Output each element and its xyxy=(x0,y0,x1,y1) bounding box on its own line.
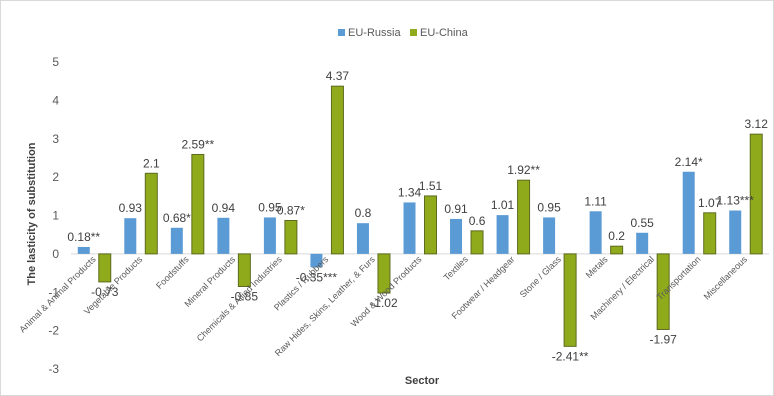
category-label: Miscellaneous xyxy=(702,254,750,302)
y-tick-label: 3 xyxy=(52,132,59,146)
data-label: 0.91 xyxy=(444,202,468,216)
bar-eu-russia xyxy=(217,217,230,254)
data-label: 1.34 xyxy=(398,185,422,199)
legend-entry: EU-Russia xyxy=(348,27,401,39)
bar-eu-china xyxy=(284,219,298,255)
data-label: 0.95 xyxy=(537,200,561,214)
bar-eu-russia xyxy=(263,217,276,254)
y-tick-label: -1 xyxy=(48,285,59,299)
data-label: 0.95 xyxy=(258,200,282,214)
x-axis-title: Sector xyxy=(405,375,440,387)
bar-eu-china xyxy=(237,253,251,287)
bar-eu-russia xyxy=(496,215,509,254)
data-label: 1.11 xyxy=(584,194,607,208)
data-label: -1.02 xyxy=(370,296,398,310)
data-label: 2.59** xyxy=(181,137,214,151)
bar-eu-china xyxy=(470,230,484,255)
bar-eu-russia xyxy=(77,246,90,254)
category-label: Textiles xyxy=(442,254,471,283)
data-label: 1.92** xyxy=(507,163,540,177)
bars xyxy=(77,85,763,347)
bar-eu-china xyxy=(424,195,437,255)
data-label: -0.73 xyxy=(91,285,119,299)
bar-eu-china xyxy=(563,253,577,347)
data-label: 1.07 xyxy=(698,196,722,210)
bar-eu-china xyxy=(330,85,344,255)
y-tick-label: -3 xyxy=(48,362,59,376)
bar-eu-russia xyxy=(682,171,695,254)
data-label: 0.55 xyxy=(630,216,654,230)
bar-eu-china xyxy=(703,212,717,255)
data-label: 1.01 xyxy=(491,198,515,212)
y-tick-label: 0 xyxy=(52,247,59,261)
bar-eu-russia xyxy=(450,218,463,254)
data-label: 0.6 xyxy=(469,214,486,228)
bar-eu-china xyxy=(749,133,763,255)
category-label: Stone / Glass xyxy=(518,254,564,300)
legend-swatch xyxy=(410,29,417,36)
data-label: 0.2 xyxy=(608,229,625,243)
bar-eu-russia xyxy=(543,217,556,254)
bar-eu-russia xyxy=(170,227,183,254)
y-tick-label: 1 xyxy=(52,209,59,223)
y-axis-ticks: -3 -2 -1 0 1 2 3 4 5 xyxy=(48,55,59,376)
category-label: Foodstuffs xyxy=(154,254,191,291)
data-labels: 0.18** -0.73 0.93 2.1 0.68* 2.59** 0.94 -0.85 0.… xyxy=(67,69,768,363)
data-label: 2.14* xyxy=(675,155,703,169)
bar-eu-china xyxy=(144,172,158,255)
data-label: 0.93 xyxy=(119,201,143,215)
bar-eu-china xyxy=(98,253,112,283)
data-label: -0.85 xyxy=(231,289,259,303)
data-label: 0.87* xyxy=(277,203,305,217)
y-tick-label: 2 xyxy=(52,170,59,184)
y-axis-title: The lasticity of substitution xyxy=(26,142,38,285)
data-label: -1.97 xyxy=(649,332,677,346)
data-label: -0.35*** xyxy=(296,270,338,284)
data-label: 4.37 xyxy=(326,69,350,83)
bar-eu-russia xyxy=(124,218,137,254)
bar-eu-russia xyxy=(356,223,369,254)
data-label: -2.41** xyxy=(552,349,589,363)
data-label: 0.68* xyxy=(163,211,191,225)
data-label: 1.51 xyxy=(419,179,443,193)
data-label: 3.12 xyxy=(745,117,769,131)
y-tick-label: -2 xyxy=(48,324,59,338)
bar-eu-china xyxy=(191,153,205,255)
bar-eu-russia xyxy=(310,253,323,268)
bar-eu-china xyxy=(377,253,391,294)
data-label: 0.94 xyxy=(212,201,236,215)
y-tick-label: 4 xyxy=(52,93,59,107)
legend: EU-Russia EU-China xyxy=(338,27,469,39)
data-label: 0.18** xyxy=(67,230,100,244)
bar-eu-russia xyxy=(729,210,742,254)
bar-eu-china xyxy=(656,253,670,330)
legend-entry: EU-China xyxy=(420,27,469,39)
y-tick-label: 5 xyxy=(52,55,59,69)
bar-eu-china xyxy=(517,179,531,255)
data-label: 2.1 xyxy=(143,156,160,170)
bar-eu-russia xyxy=(589,211,602,254)
data-label: 0.8 xyxy=(355,206,372,220)
category-label: Metals xyxy=(584,254,610,280)
bar-eu-russia xyxy=(636,232,649,254)
data-label: 1.13*** xyxy=(717,194,755,208)
bar-eu-russia xyxy=(403,202,416,254)
bar-eu-china xyxy=(610,245,624,255)
legend-swatch xyxy=(338,29,345,36)
